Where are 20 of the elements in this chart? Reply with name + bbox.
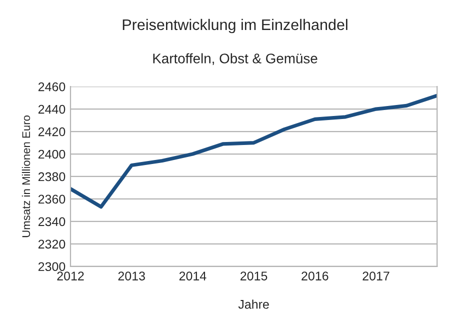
y-tick-label: 2460 xyxy=(38,82,66,92)
x-tick-label: 2013 xyxy=(118,272,145,280)
y-tick-label: 2420 xyxy=(38,127,66,136)
x-tick-label: 2012 xyxy=(57,272,84,280)
x-axis-title: Jahre xyxy=(238,300,269,309)
y-axis-title: Umsatz in Millionen Euro xyxy=(22,116,30,238)
x-tick-label: 2017 xyxy=(362,272,390,280)
x-tick-label: 2015 xyxy=(240,272,268,280)
y-tick-label: 2340 xyxy=(38,217,66,226)
y-tick-label: 2360 xyxy=(38,194,66,204)
x-tick-label: 2014 xyxy=(179,272,206,280)
x-tick-label: 2016 xyxy=(302,272,328,280)
line-series xyxy=(70,94,438,209)
y-tick-label: 2380 xyxy=(38,172,66,182)
y-tick-label: 2400 xyxy=(38,150,66,159)
chart-title: Preisentwicklung im Einzelhandel xyxy=(122,18,348,34)
y-tick-label: 2440 xyxy=(38,104,66,114)
y-tick-label: 2320 xyxy=(38,240,66,249)
chart-subtitle: Kartoffeln, Obst & Gemüse xyxy=(153,53,318,66)
y-tick-label: 2300 xyxy=(38,262,66,272)
